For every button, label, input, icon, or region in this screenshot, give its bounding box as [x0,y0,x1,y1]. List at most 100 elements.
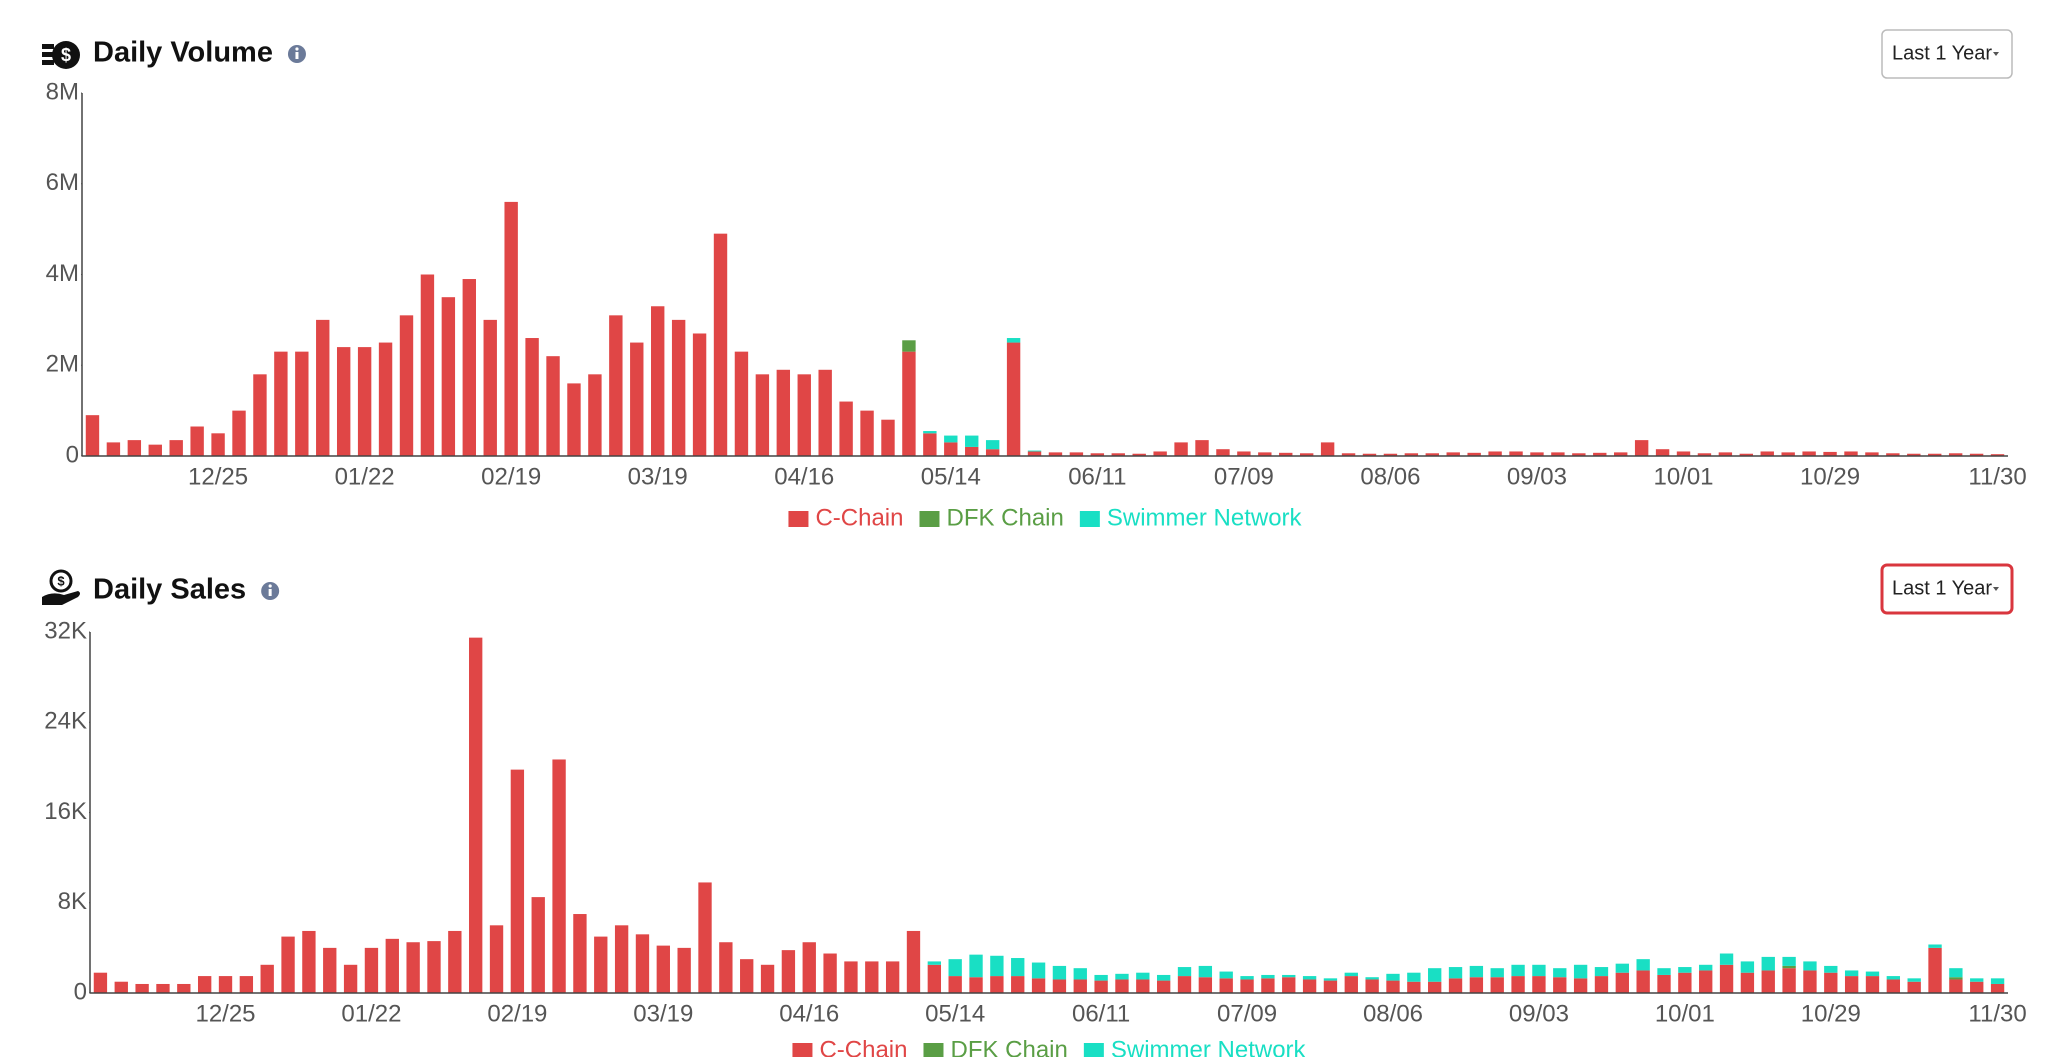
x-tick-label: 10/01 [1653,463,1713,490]
bar-segment [1344,972,1358,977]
x-tick-label: 06/11 [1068,463,1126,490]
bar-segment [1048,452,1063,456]
bar-segment [1469,965,1484,978]
bar-segment [1844,976,1859,993]
bar-segment [197,976,212,993]
bar-segment [1970,978,1984,982]
bar-segment [1094,974,1108,981]
bar-segment [1739,453,1754,456]
y-tick-label: 32K [44,617,87,644]
bar-segment [1865,452,1879,456]
bar-segment [1928,947,1942,993]
bar-segment [1219,971,1233,979]
chart-title: Daily Sales [93,574,246,606]
bar-segment [1279,452,1293,456]
bar-segment [1802,451,1816,456]
x-tick-label: 01/22 [335,463,395,490]
bar-segment [1803,961,1817,971]
bar-segment [323,947,337,993]
bar-segment [364,947,379,993]
x-tick-label: 11/30 [1968,463,2026,490]
bar-segment [1634,440,1649,456]
bar-segment [965,446,979,456]
legend-swatch [923,1043,944,1057]
bar-segment [1052,979,1067,993]
bar-segment [1027,450,1042,452]
range-dropdown[interactable]: Last 1 Year [1880,563,2014,615]
bar-segment [1469,977,1484,993]
bar-segment [260,964,274,993]
bar-segment [406,942,420,993]
bar-segment [239,976,254,993]
x-tick-label: 12/25 [188,463,248,490]
bar-segment [302,930,316,993]
bar-segment [677,947,691,993]
bar-segment [1719,953,1734,965]
bar-segment [232,410,246,456]
bar-segment [885,961,900,993]
bar-segment [1949,979,1963,993]
sales-icon: $ [42,569,80,605]
bar-segment [1573,964,1588,979]
bar-segment [594,936,608,993]
bar-segment [399,315,414,456]
y-tick-label: 8M [46,78,79,105]
bar-segment [1302,976,1317,980]
bar-segment [1928,453,1942,456]
bar-segment [927,964,942,993]
bar-segment [1299,453,1314,456]
bar-segment [1803,970,1817,993]
bar-segment [1219,978,1233,993]
bar-segment [1490,977,1504,993]
bar-segment [1907,981,1921,993]
bar-segment [1740,972,1755,993]
bar-segment [1156,980,1171,993]
bar-segment [1824,972,1838,993]
bar-segment [1115,973,1129,980]
bar-segment [85,415,100,456]
x-tick-label: 02/19 [481,463,541,490]
bar-segment [1594,976,1609,993]
bar-segment [378,342,393,456]
dropdown-label: Last 1 Year [1892,577,1992,599]
bar-segment [948,976,962,993]
bar-segment [1404,453,1419,456]
bar-segment [1969,453,1984,456]
bar-segment [1261,974,1275,979]
bar-segment [1323,980,1338,993]
bar-segment [1323,978,1338,981]
bar-segment [127,440,142,456]
bar-segment [1532,964,1546,977]
bar-segment [692,333,707,456]
bar-segment [504,201,518,456]
bar-segment [1132,453,1146,456]
bar-segment [1824,965,1838,973]
bar-segment [420,274,435,456]
bar-segment [713,233,728,456]
x-tick-label: 03/19 [628,463,688,490]
bar-segment [1073,968,1087,980]
bar-segment [985,449,1000,456]
bar-segment [1136,972,1150,980]
bar-segment [755,374,770,456]
bar-segment [1761,970,1775,993]
bar-segment [1886,979,1901,993]
x-tick-label: 08/06 [1363,1000,1423,1027]
bar-segment [1657,974,1671,993]
bar-segment [1655,449,1670,456]
chart-title: Daily Volume [93,37,273,69]
bar-segment [818,369,832,456]
bar-segment [844,961,858,993]
bar-segment [719,942,733,993]
bar-segment [1240,976,1254,980]
bar-segment [1111,453,1125,456]
legend-label: DFK Chain [950,1036,1067,1057]
x-tick-label: 01/22 [341,1000,401,1027]
bar-segment [1094,980,1108,993]
bar-segment [281,936,295,993]
legend-swatch [919,511,940,527]
range-dropdown[interactable]: Last 1 Year [1881,29,2013,79]
bar-segment [483,319,497,456]
bar-segment [1781,452,1795,456]
